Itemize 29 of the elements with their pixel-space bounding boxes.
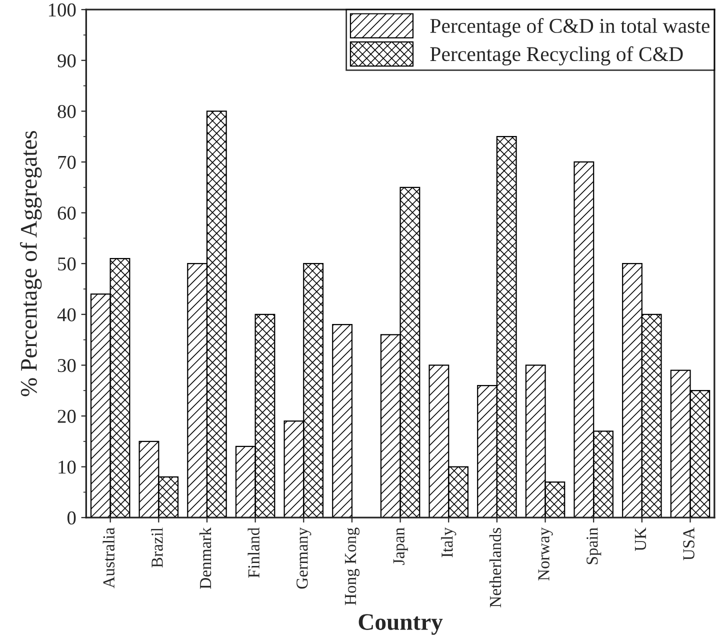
x-tick-label: Finland (248, 528, 260, 578)
x-tick-label: Brazil (151, 528, 163, 568)
y-tick-label: 0 (67, 511, 76, 525)
y-tick-label: 50 (58, 257, 76, 271)
y-tick-label: 40 (57, 308, 76, 322)
y-tick-label: 20 (58, 410, 76, 423)
x-tick-label: Italy (441, 527, 456, 558)
y-axis-title: % Percentage of Aggregates (20, 131, 42, 396)
x-tick-label: UK (635, 527, 646, 552)
x-tick-label: Japan (393, 528, 408, 565)
y-tick-label: 100 (48, 3, 76, 17)
x-tick-label: Norway (538, 527, 553, 581)
y-tick-label: 60 (58, 206, 76, 220)
legend-label: Percentage Recycling of C&D (430, 46, 683, 66)
x-tick-label: Hong Kong (345, 528, 360, 606)
x-tick-label: USA (683, 527, 694, 560)
bar (332, 324, 353, 518)
x-tick-label: Denmark (199, 527, 212, 589)
x-tick-label: Spain (586, 528, 602, 564)
y-tick-label: 30 (58, 359, 76, 372)
x-tick-label: Netherlands (489, 528, 502, 608)
x-tick-label: Australia (102, 528, 114, 588)
y-tick-label: 80 (58, 105, 76, 118)
x-tick-label: Germany (296, 527, 312, 589)
legend-label: Percentage of C&D in total waste (430, 18, 710, 38)
x-axis-title: Country (358, 614, 443, 635)
y-tick-label: 70 (58, 156, 76, 169)
y-tick-label: 90 (58, 54, 76, 68)
y-tick-label: 10 (58, 460, 76, 474)
